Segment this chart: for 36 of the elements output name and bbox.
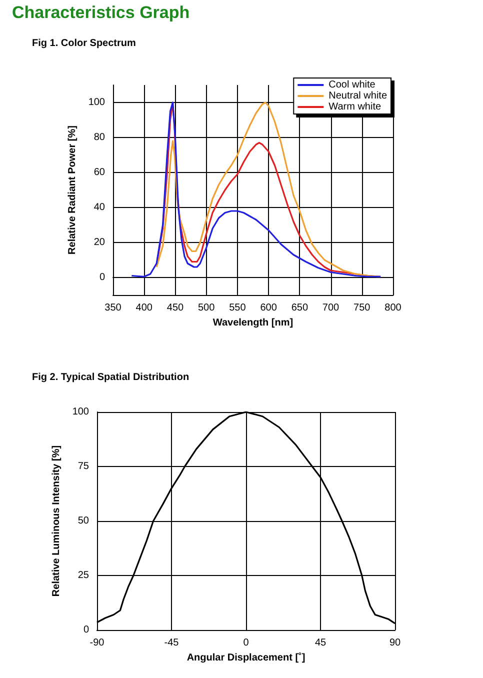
x-tick-label: -90 <box>90 638 105 648</box>
x-axis-title: Wavelength [nm] <box>212 317 294 328</box>
y-tick-label: 75 <box>78 461 90 472</box>
x-tick-label: 400 <box>136 302 153 314</box>
legend-label: Warm white <box>328 102 382 112</box>
chart-title: Characteristics Graph <box>12 3 190 23</box>
y-axis-title: Relative Radiant Power [%] <box>66 126 78 254</box>
y-tick-label: 100 <box>72 406 90 418</box>
x-tick-label: 700 <box>322 302 340 314</box>
y-axis-title: Relative Luminous Intensity [%] <box>50 445 62 597</box>
x-axis-title: Angular Displacement [˚] <box>186 651 306 664</box>
x-tick-label: 450 <box>166 302 184 314</box>
x-tick-label: 90 <box>389 638 401 648</box>
x-tick-label: 500 <box>198 302 216 314</box>
y-tick-label: 0 <box>83 624 90 636</box>
x-tick-label: 800 <box>384 302 402 314</box>
y-tick-label: 100 <box>88 97 106 108</box>
x-tick-label: 0 <box>243 638 250 648</box>
y-tick-label: 40 <box>94 202 106 213</box>
chart-title: Fig 2. Typical Spatial Distribution <box>32 372 190 383</box>
legend-label: Cool white <box>328 80 376 90</box>
y-tick-label: 50 <box>78 516 90 526</box>
x-tick-label: 600 <box>260 302 278 314</box>
legend-label: Neutral white <box>328 90 388 102</box>
y-tick-label: 20 <box>94 237 106 248</box>
x-tick-label: 350 <box>104 302 122 314</box>
x-tick-label: 45 <box>314 638 326 648</box>
x-tick-label: 650 <box>291 302 308 314</box>
chart-subtitle: Fig 1. Color Spectrum <box>32 38 136 49</box>
y-tick-label: 80 <box>94 132 106 143</box>
x-tick-label: 750 <box>354 302 371 314</box>
x-tick-label: -45 <box>164 638 180 648</box>
x-tick-label: 550 <box>229 302 246 314</box>
y-tick-label: 60 <box>94 167 106 178</box>
y-tick-label: 25 <box>78 570 90 581</box>
y-tick-label: 0 <box>99 272 106 283</box>
